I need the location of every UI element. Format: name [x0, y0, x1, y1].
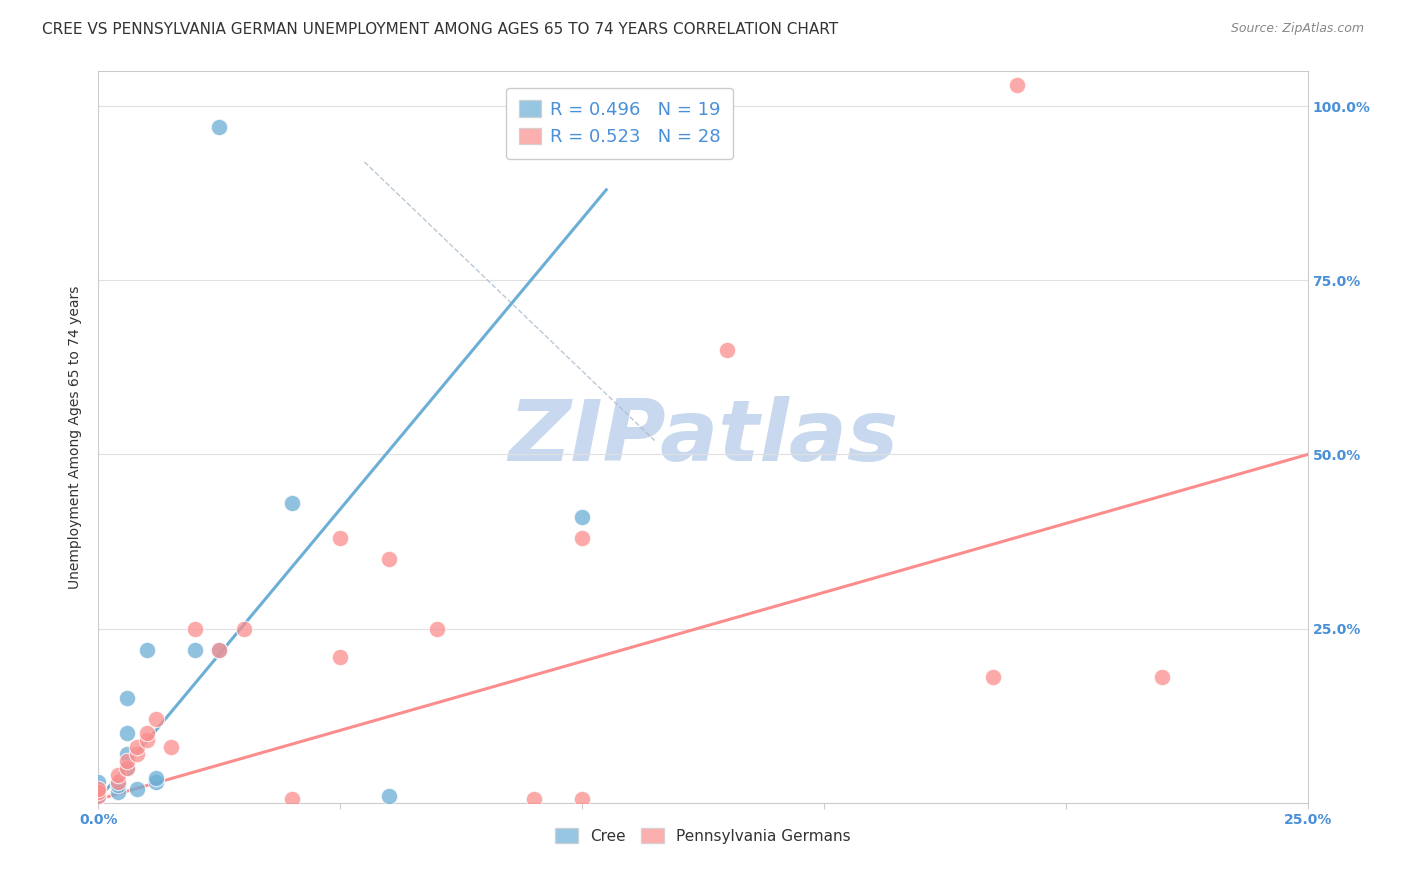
- Point: [87, 789, 110, 803]
- Point: [127, 740, 149, 755]
- Point: [87, 781, 110, 796]
- Point: [117, 726, 139, 740]
- Point: [377, 552, 399, 566]
- Point: [184, 622, 207, 636]
- Point: [135, 733, 157, 747]
- Point: [329, 649, 352, 664]
- Point: [107, 775, 129, 789]
- Point: [87, 781, 110, 796]
- Point: [426, 622, 449, 636]
- Point: [981, 670, 1004, 684]
- Point: [127, 781, 149, 796]
- Point: [281, 792, 304, 806]
- Point: [117, 747, 139, 761]
- Legend: Cree, Pennsylvania Germans: Cree, Pennsylvania Germans: [548, 822, 858, 850]
- Point: [208, 642, 231, 657]
- Point: [523, 792, 546, 806]
- Point: [184, 642, 207, 657]
- Point: [135, 726, 157, 740]
- Point: [145, 712, 167, 726]
- Point: [1007, 78, 1029, 93]
- Point: [87, 775, 110, 789]
- Y-axis label: Unemployment Among Ages 65 to 74 years: Unemployment Among Ages 65 to 74 years: [69, 285, 83, 589]
- Point: [160, 740, 183, 755]
- Point: [571, 531, 593, 545]
- Point: [117, 761, 139, 775]
- Point: [571, 510, 593, 524]
- Point: [107, 778, 129, 792]
- Point: [571, 792, 593, 806]
- Point: [232, 622, 254, 636]
- Point: [329, 531, 352, 545]
- Point: [281, 496, 304, 510]
- Point: [145, 775, 167, 789]
- Text: ZIPatlas: ZIPatlas: [508, 395, 898, 479]
- Point: [377, 789, 399, 803]
- Text: Source: ZipAtlas.com: Source: ZipAtlas.com: [1230, 22, 1364, 36]
- Point: [208, 120, 231, 134]
- Point: [117, 754, 139, 768]
- Point: [87, 789, 110, 803]
- Point: [127, 747, 149, 761]
- Text: CREE VS PENNSYLVANIA GERMAN UNEMPLOYMENT AMONG AGES 65 TO 74 YEARS CORRELATION C: CREE VS PENNSYLVANIA GERMAN UNEMPLOYMENT…: [42, 22, 838, 37]
- Point: [117, 691, 139, 706]
- Point: [107, 768, 129, 782]
- Point: [145, 772, 167, 786]
- Point: [135, 642, 157, 657]
- Point: [716, 343, 738, 357]
- Point: [1152, 670, 1174, 684]
- Point: [87, 785, 110, 799]
- Point: [107, 785, 129, 799]
- Point: [117, 761, 139, 775]
- Point: [208, 642, 231, 657]
